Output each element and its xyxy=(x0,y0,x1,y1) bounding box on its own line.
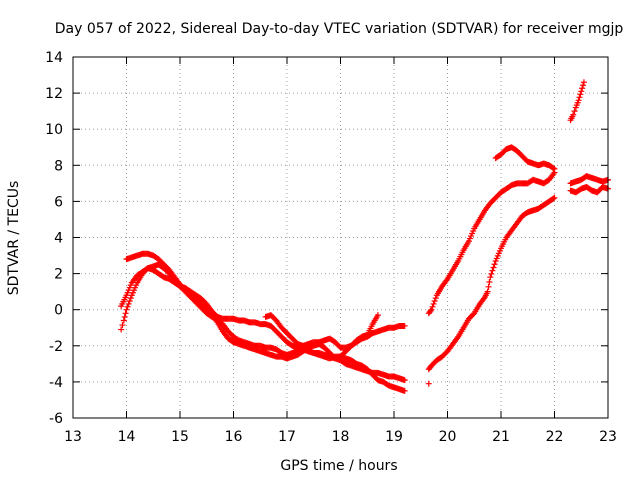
data-point xyxy=(551,194,558,201)
data-point xyxy=(127,295,134,302)
data-point xyxy=(431,298,438,305)
data-point xyxy=(489,267,496,274)
y-tick-label: -2 xyxy=(49,339,63,355)
x-tick-label: 19 xyxy=(385,429,403,445)
y-tick-label: 10 xyxy=(45,122,63,138)
data-point xyxy=(121,313,128,320)
series-track-g xyxy=(425,194,558,373)
data-point xyxy=(401,377,408,384)
data-point xyxy=(118,326,125,333)
data-point xyxy=(578,88,585,95)
data-point xyxy=(575,97,582,104)
y-tick-label: 2 xyxy=(54,267,63,283)
data-point xyxy=(125,300,132,307)
x-tick-label: 22 xyxy=(546,429,564,445)
x-tick-label: 14 xyxy=(118,429,136,445)
data-point xyxy=(126,298,133,305)
x-tick-label: 16 xyxy=(225,429,243,445)
data-point xyxy=(580,79,587,86)
data-point xyxy=(430,300,437,307)
chart-title: Day 057 of 2022, Sidereal Day-to-day VTE… xyxy=(55,21,624,37)
data-point xyxy=(570,111,577,118)
y-tick-label: -4 xyxy=(49,375,63,391)
series-track-e xyxy=(425,380,432,387)
data-point xyxy=(401,387,408,394)
x-axis-label: GPS time / hours xyxy=(280,458,397,474)
series-track-d xyxy=(262,312,381,351)
grid xyxy=(73,57,608,418)
y-tick-label: -6 xyxy=(49,411,63,427)
data-point xyxy=(120,317,127,324)
series-track-f xyxy=(425,169,558,317)
y-tick-label: 6 xyxy=(54,194,63,210)
data-point xyxy=(429,303,436,310)
plot-frame xyxy=(72,56,609,419)
x-tick-label: 17 xyxy=(278,429,296,445)
y-tick-label: 14 xyxy=(45,50,63,66)
series-track-h xyxy=(492,144,558,172)
data-point xyxy=(550,195,557,202)
data-point xyxy=(427,307,434,314)
data-point xyxy=(425,380,432,387)
data-point xyxy=(122,310,129,317)
x-tick-label: 20 xyxy=(439,429,457,445)
data-point xyxy=(487,274,494,281)
axes: 13 14 15 16 17 18 19 20 21 22 23 -6 -4 -2 0 2 4 6 8 10 12 14 xyxy=(45,50,617,445)
y-tick-label: 4 xyxy=(54,231,63,247)
data-point xyxy=(124,303,131,310)
y-tick-label: 8 xyxy=(54,158,63,174)
y-axis-label: SDTVAR / TECUs xyxy=(6,181,22,296)
series-track-k xyxy=(567,183,611,196)
data-point xyxy=(484,288,491,295)
data-point xyxy=(486,279,493,286)
series-track-j xyxy=(567,173,611,187)
data-point xyxy=(576,94,583,101)
data-point xyxy=(119,322,126,329)
x-tick-label: 13 xyxy=(64,429,82,445)
data-point xyxy=(485,283,492,290)
data-point xyxy=(490,264,497,271)
x-tick-label: 15 xyxy=(171,429,189,445)
data-point xyxy=(428,306,435,313)
y-tick-label: 0 xyxy=(54,303,63,319)
x-tick-label: 21 xyxy=(492,429,510,445)
x-tick-label: 23 xyxy=(599,429,617,445)
data-point xyxy=(491,261,498,268)
series-track-a xyxy=(118,261,408,394)
data-points xyxy=(118,79,611,394)
data-point xyxy=(571,108,578,115)
x-tick-label: 18 xyxy=(332,429,350,445)
data-point xyxy=(432,295,439,302)
y-tick-label: 12 xyxy=(45,86,63,102)
data-point xyxy=(123,306,130,313)
series-track-i xyxy=(567,79,587,124)
data-point xyxy=(374,312,381,319)
data-point xyxy=(401,322,408,329)
data-point xyxy=(580,82,587,89)
data-point xyxy=(579,85,586,92)
data-point xyxy=(551,165,558,172)
data-point xyxy=(550,165,557,172)
data-point xyxy=(577,91,584,98)
data-point xyxy=(488,270,495,277)
